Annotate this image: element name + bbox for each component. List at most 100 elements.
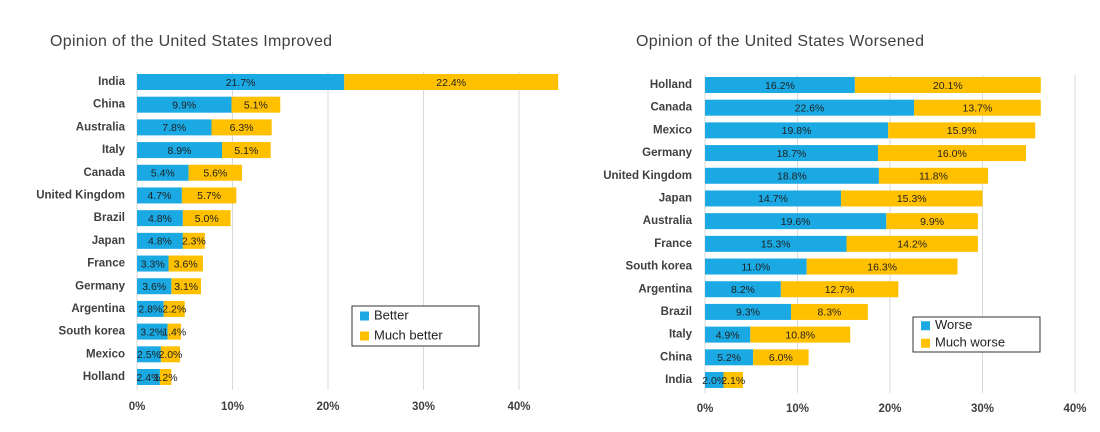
category-label: India xyxy=(665,374,692,386)
value-label: 2.3% xyxy=(182,236,206,248)
value-label: 15.3% xyxy=(761,239,791,251)
x-tick-label: 10% xyxy=(221,401,244,413)
value-label: 16.2% xyxy=(765,80,795,92)
value-label: 5.0% xyxy=(195,213,219,225)
category-label: Australia xyxy=(643,215,693,227)
bar-segment xyxy=(705,349,754,366)
category-label: Holland xyxy=(83,371,125,383)
bar-segment xyxy=(137,164,189,181)
bar-segment xyxy=(137,346,161,363)
category-label: Italy xyxy=(669,329,693,341)
value-label: 3.6% xyxy=(174,258,198,270)
x-tick-label: 40% xyxy=(507,401,530,413)
value-label: 5.6% xyxy=(203,168,227,180)
bar-segment xyxy=(137,255,169,272)
bar-segment xyxy=(705,99,915,116)
category-label: Germany xyxy=(75,280,125,292)
x-tick-label: 30% xyxy=(971,403,994,415)
category-label: South korea xyxy=(59,326,126,338)
bar-segment xyxy=(705,145,878,162)
bar-segment xyxy=(160,346,180,363)
bar-segment xyxy=(159,369,172,385)
value-label: 4.8% xyxy=(148,236,172,248)
bar-segment xyxy=(806,258,958,275)
category-label: China xyxy=(93,99,126,111)
chart: Opinion of the United States Worsened 0% 1… xyxy=(603,33,1086,415)
category-label: United Kingdom xyxy=(36,189,125,201)
bar-segment xyxy=(705,77,855,93)
legend-label: Worse xyxy=(935,317,972,332)
value-label: 21.7% xyxy=(226,77,256,89)
value-label: 9.9% xyxy=(172,99,196,111)
value-label: 15.9% xyxy=(947,125,977,137)
value-label: 5.4% xyxy=(151,168,175,180)
value-label: 12.7% xyxy=(825,284,855,296)
value-label: 18.7% xyxy=(777,148,807,160)
legend-label: Better xyxy=(374,307,409,322)
bar-segment xyxy=(137,210,183,227)
x-tick-label: 0% xyxy=(697,403,714,415)
bar-segment xyxy=(181,187,237,204)
category-label: India xyxy=(98,76,125,88)
chart-title: Opinion of the United States Worsened xyxy=(636,33,924,50)
value-label: 22.6% xyxy=(795,102,825,114)
bar-segment xyxy=(705,372,724,388)
bar-segment xyxy=(188,164,243,181)
x-tick-label: 10% xyxy=(786,403,809,415)
bar-segment xyxy=(171,278,201,295)
category-label: Canada xyxy=(83,167,125,179)
bar-segment xyxy=(878,167,989,184)
legend-label: Much worse xyxy=(935,335,1005,350)
value-label: 9.3% xyxy=(736,307,760,319)
legend-box xyxy=(351,305,480,347)
bar-segment xyxy=(886,213,978,230)
bar-segment xyxy=(231,96,281,113)
value-label: 5.1% xyxy=(234,145,258,157)
value-label: 14.2% xyxy=(897,239,927,251)
value-label: 20.1% xyxy=(933,80,963,92)
value-label: 4.9% xyxy=(716,329,740,341)
category-label: Brazil xyxy=(661,306,692,318)
value-label: 11.0% xyxy=(741,261,770,273)
bar-segment xyxy=(182,210,231,227)
bar-segment xyxy=(137,369,160,385)
bar-segment xyxy=(137,278,172,295)
bar-segment xyxy=(705,167,879,184)
bar-segment xyxy=(137,119,212,136)
legend: Better Much better xyxy=(351,305,480,347)
x-tick-label: 0% xyxy=(129,401,146,413)
bar-segment xyxy=(705,281,781,298)
category-label: United Kingdom xyxy=(603,170,692,182)
bar-segment xyxy=(753,349,809,366)
value-label: 2.8% xyxy=(138,304,162,316)
bar-segment xyxy=(137,232,183,249)
bar-segment xyxy=(137,323,168,340)
value-label: 2.0% xyxy=(702,375,726,387)
value-label: 15.3% xyxy=(897,193,927,205)
value-label: 1.2% xyxy=(154,372,178,384)
value-label: 2.2% xyxy=(162,304,186,316)
chart-title: Opinion of the United States Improved xyxy=(50,33,332,50)
value-label: 6.3% xyxy=(230,122,254,134)
category-label: Argentina xyxy=(638,283,692,295)
value-label: 16.3% xyxy=(867,261,897,273)
bar-segment xyxy=(877,145,1026,162)
category-label: Italy xyxy=(102,144,126,156)
x-tick-label: 20% xyxy=(316,401,339,413)
value-label: 4.7% xyxy=(147,190,171,202)
category-label: Australia xyxy=(76,121,126,133)
legend-swatch xyxy=(360,331,369,341)
value-label: 8.9% xyxy=(168,145,192,157)
chart: Opinion of the United States Improved 0% 1… xyxy=(36,33,559,413)
value-label: 4.8% xyxy=(148,213,172,225)
value-label: 1.4% xyxy=(162,326,186,338)
bar-segment xyxy=(137,142,222,159)
category-label: South korea xyxy=(626,261,693,273)
value-label: 8.3% xyxy=(817,307,841,319)
value-label: 6.0% xyxy=(769,352,793,364)
value-label: 14.7% xyxy=(758,193,788,205)
bar-segment xyxy=(137,300,164,317)
legend-swatch xyxy=(360,311,369,321)
value-label: 5.7% xyxy=(197,190,221,202)
